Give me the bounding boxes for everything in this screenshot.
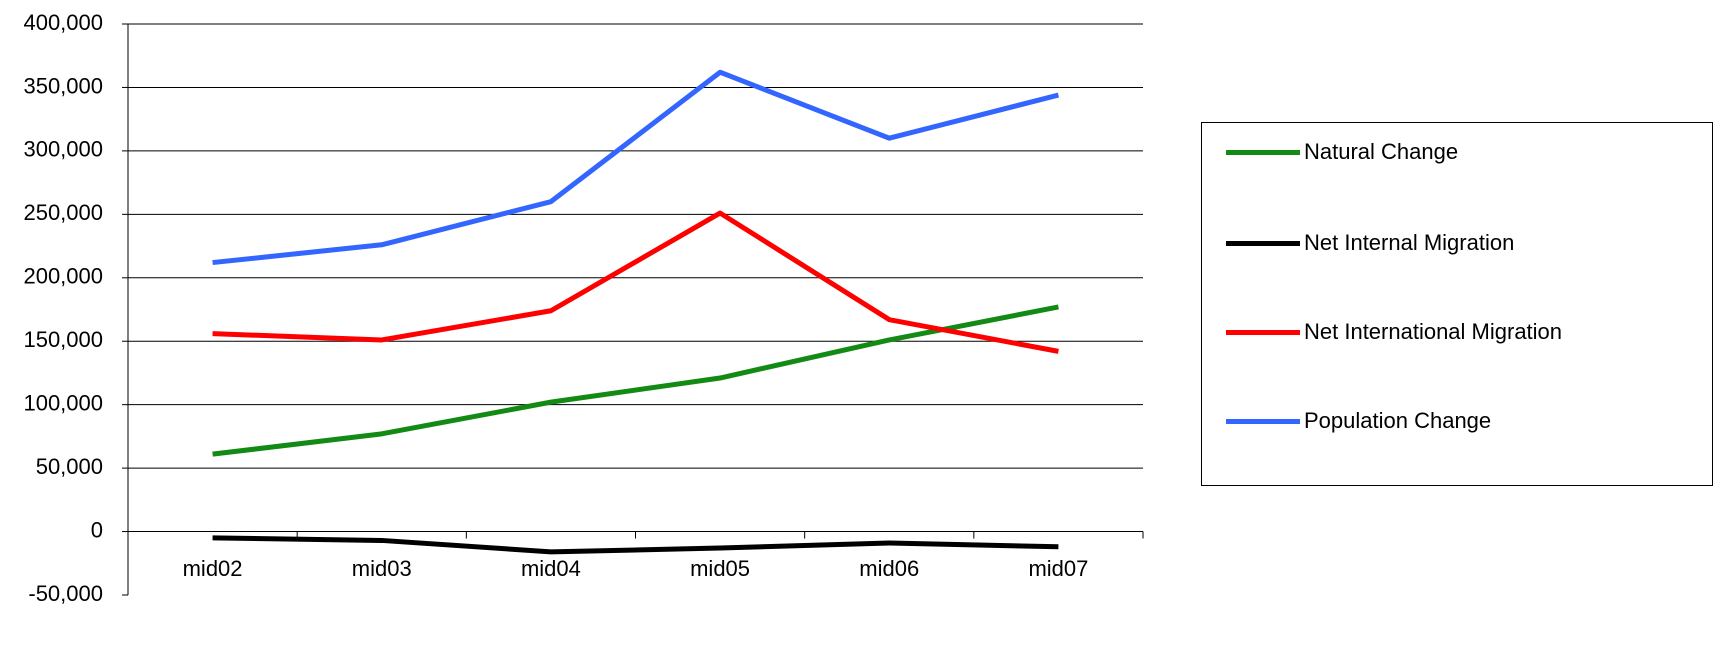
legend-label: Net International Migration xyxy=(1304,319,1563,344)
y-tick-label: -50,000 xyxy=(28,581,103,606)
y-tick-label: 350,000 xyxy=(23,73,103,98)
series-line xyxy=(212,210,1059,354)
x-tick-label: mid07 xyxy=(1028,556,1088,581)
series-line xyxy=(212,535,1059,555)
legend-entry: Net International Migration xyxy=(1226,317,1562,347)
y-tick-label: 200,000 xyxy=(23,264,103,289)
legend-label: Natural Change xyxy=(1304,139,1459,164)
legend-entry: Population Change xyxy=(1226,406,1491,436)
series-line xyxy=(212,69,1060,266)
legend-entry: Net Internal Migration xyxy=(1226,228,1514,258)
x-tick-label: mid06 xyxy=(859,556,919,581)
x-tick-label: mid05 xyxy=(690,556,750,581)
y-tick-label: 250,000 xyxy=(23,200,103,225)
legend: Natural Change Net Internal Migration Net … xyxy=(1201,122,1713,486)
x-tick-label: mid04 xyxy=(521,556,581,581)
y-tick-label: 0 xyxy=(91,517,103,542)
legend-entry: Natural Change xyxy=(1226,137,1458,167)
legend-swatch xyxy=(1226,418,1300,424)
y-tick-label: 100,000 xyxy=(23,390,103,415)
y-tick-label: 400,000 xyxy=(23,10,103,35)
x-tick-label: mid03 xyxy=(352,556,412,581)
legend-swatch xyxy=(1226,149,1300,155)
series-line xyxy=(212,304,1059,457)
legend-label: Net Internal Migration xyxy=(1304,230,1515,255)
y-tick-label: 150,000 xyxy=(23,327,103,352)
legend-swatch xyxy=(1226,240,1300,246)
legend-label: Population Change xyxy=(1304,408,1492,433)
x-tick-label: mid02 xyxy=(183,556,243,581)
y-tick-label: 300,000 xyxy=(23,137,103,162)
y-tick-label: 50,000 xyxy=(36,454,103,479)
legend-swatch xyxy=(1226,329,1300,335)
